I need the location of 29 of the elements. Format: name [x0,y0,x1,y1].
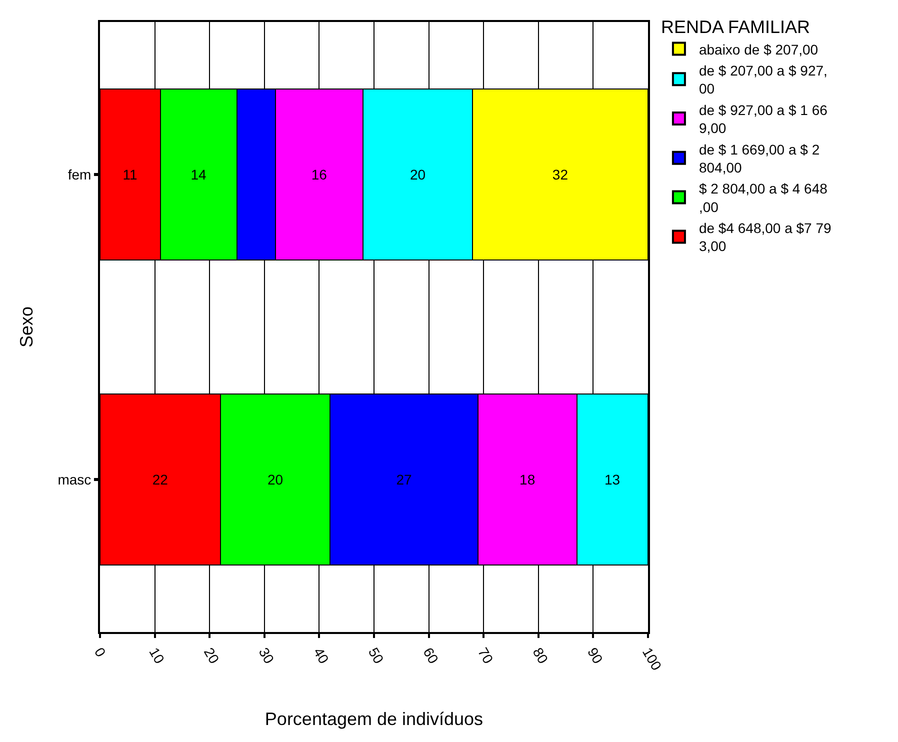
y-axis-title: Sexo [16,306,36,348]
data-label: 22 [152,472,168,488]
x-axis-title: Porcentagem de indivíduos [264,708,484,729]
legend-title: RENDA FAMILIAR [660,17,810,38]
data-label: 11 [122,166,138,182]
x-tick-label: 80 [530,644,552,666]
data-label: 27 [396,472,412,488]
x-tick-label: 70 [474,644,497,666]
data-label: 20 [267,472,284,488]
y-tick-label: fem [68,166,92,182]
legend-label: de $ 1 669,00 a $ 2 804,00 [698,141,820,176]
x-tick-label: 100 [639,644,665,674]
data-label: 32 [552,166,568,182]
x-tick-label: 50 [365,644,388,666]
legend-label: de $4 648,00 a $7 793,00 [698,220,832,254]
x-tick-label: 20 [200,644,223,666]
data-label: 13 [604,472,620,488]
x-tick-label: 90 [584,644,606,666]
legend-label: abaixo de $ 207,00 [698,41,818,58]
x-tick-label: 60 [420,644,442,666]
data-label: 16 [311,166,328,182]
x-tick-label: 0 [91,644,110,660]
x-tick-label: 30 [256,644,278,666]
y-tick-label: masc [58,471,92,488]
data-label: 18 [520,472,536,488]
x-tick-label: 10 [146,644,168,666]
data-label: 20 [410,166,426,182]
data-label: 14 [190,166,207,182]
x-tick-label: 40 [310,644,332,666]
